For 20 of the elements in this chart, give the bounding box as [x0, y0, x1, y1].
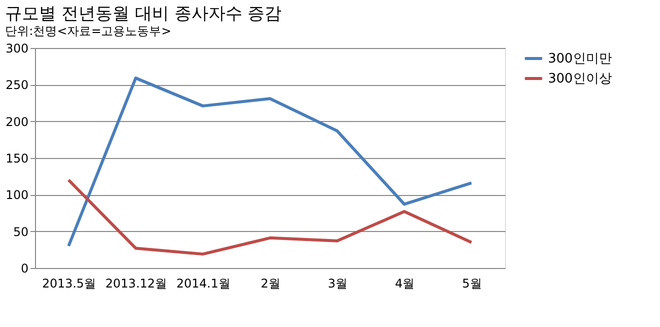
line-series	[67, 178, 473, 256]
legend-label: 300인이상	[548, 72, 612, 86]
x-tick-label: 2013.12월	[105, 276, 168, 290]
y-tick-label: 300	[6, 42, 28, 56]
x-tick-label: 4월	[394, 276, 415, 290]
x-tick-label: 3월	[328, 276, 348, 290]
x-tick-label: 5월	[462, 276, 482, 290]
x-tick-label: 2014.1월	[176, 276, 230, 290]
y-tick-label: 50	[13, 224, 28, 239]
chart-subtitle: 단위:천명<자료=고용노동부>	[5, 24, 172, 38]
y-tick-label: 150	[6, 152, 28, 166]
line-series	[67, 76, 473, 248]
legend-label: 300인미만	[548, 52, 612, 66]
chart-title: 규모별 전년동월 대비 종사자수 증감	[5, 4, 282, 24]
y-tick-label: 200	[6, 114, 28, 129]
y-tick-label: 250	[6, 78, 28, 92]
x-tick-label: 2월	[260, 276, 280, 290]
x-tick-label: 2013.5월	[42, 276, 96, 290]
y-tick-label: 0	[20, 262, 28, 276]
y-tick-label: 100	[6, 188, 28, 202]
